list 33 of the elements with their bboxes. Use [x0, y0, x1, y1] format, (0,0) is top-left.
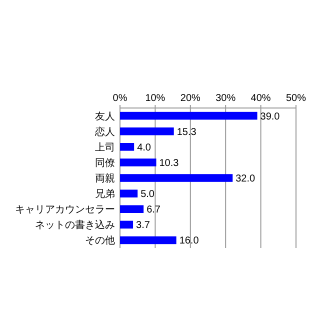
bar — [120, 205, 144, 213]
y-tick-label: 両親 — [95, 172, 115, 184]
data-label: 3.7 — [136, 220, 150, 232]
y-tick-label: 同僚 — [95, 156, 115, 169]
data-label: 32.0 — [236, 174, 256, 184]
x-tick-label: 20% — [180, 93, 201, 104]
bar — [120, 158, 156, 166]
data-label: 6.7 — [146, 204, 161, 216]
data-label: 39.0 — [260, 111, 280, 122]
bar — [120, 190, 138, 198]
data-label: 10.3 — [159, 158, 180, 169]
y-tick-label: ネットの書き込み — [35, 219, 115, 232]
y-tick-label: 恋人 — [94, 126, 115, 138]
data-label: 5.0 — [140, 189, 155, 200]
bar — [120, 112, 258, 120]
x-tick-label: 30% — [216, 93, 236, 104]
x-tick-label: 0% — [112, 93, 128, 104]
bar — [120, 127, 174, 136]
data-label: 15.3 — [176, 126, 197, 138]
x-tick-label: 50% — [286, 93, 306, 104]
x-tick-label: 40% — [250, 93, 271, 104]
data-label: 4.0 — [137, 142, 152, 154]
y-tick-label: 兄弟 — [95, 188, 115, 200]
y-tick-label: その他 — [85, 234, 115, 247]
bar — [120, 220, 134, 229]
bar — [120, 143, 134, 151]
y-tick-label: キャリアカウンセラー — [15, 204, 115, 216]
bar — [120, 236, 176, 244]
x-tick-label: 10% — [145, 93, 166, 104]
y-tick-label: 友人 — [95, 111, 115, 122]
data-label: 16.0 — [179, 236, 200, 247]
y-tick-label: 上司 — [95, 141, 115, 154]
bar — [120, 174, 233, 182]
